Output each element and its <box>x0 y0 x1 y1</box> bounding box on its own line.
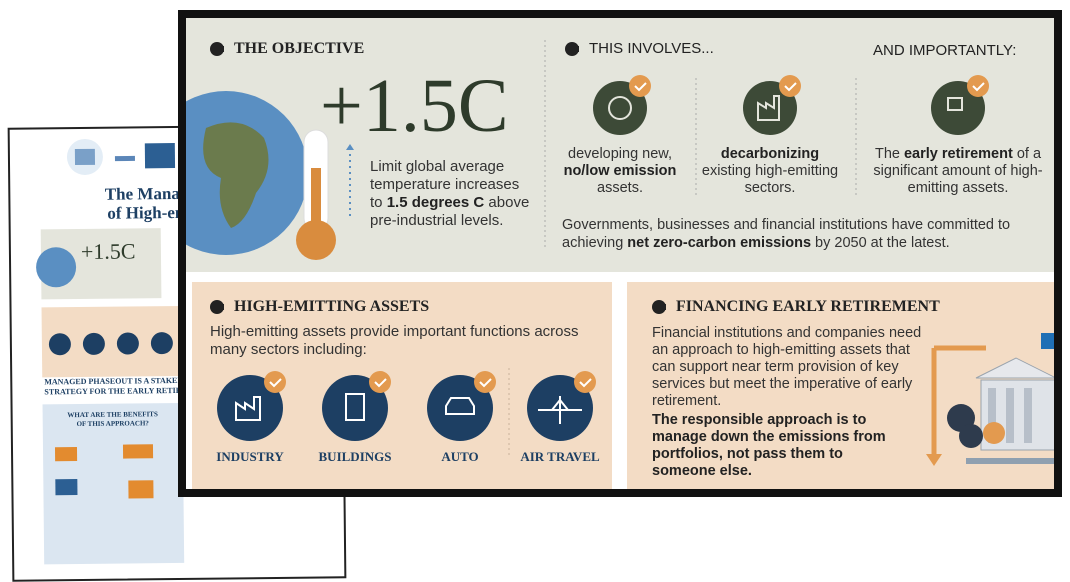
sector-label: AIR TRAVEL <box>520 449 600 464</box>
main-card: THE OBJECTIVE +1.5C Limit global average… <box>178 10 1062 497</box>
back-benefits-heading: WHAT ARE THE BENEFITS OF THIS APPROACH? <box>53 410 173 429</box>
bold-text: no/low emission <box>563 163 677 179</box>
back-banner: MANAGED PHASEOUT IS A STAKEHO STRATEGY F… <box>44 376 190 398</box>
sector-label: INDUSTRY <box>216 449 284 464</box>
high-emitting-heading: HIGH-EMITTING ASSETS <box>210 298 429 316</box>
text: The <box>874 146 904 162</box>
bold-text: net zero-carbon emissions <box>627 235 812 251</box>
involves-item: decarbonizing existing high-emitting sec… <box>700 146 840 197</box>
back-benefits-line: OF THIS APPROACH? <box>76 419 149 429</box>
heading-text: THE OBJECTIVE <box>234 40 365 57</box>
text: Governments, businesses and financial in… <box>562 217 1011 251</box>
back-stat: +1.5C <box>80 238 136 264</box>
involves-footer: Governments, businesses and financial in… <box>562 216 1050 252</box>
involves-item: The early retirement of a significant am… <box>868 146 1048 197</box>
objective-text: Limit global average temperature increas… <box>370 158 530 230</box>
involves-item: developing new, no/low emission assets. <box>545 146 695 197</box>
high-emitting-text: High-emitting assets provide important f… <box>210 323 579 358</box>
text: of a significant amount of high-emitting… <box>873 146 1043 196</box>
bold-text: early retirement <box>903 146 1013 162</box>
back-illustration <box>36 138 185 565</box>
financing-text: Financial institutions and companies nee… <box>652 325 922 409</box>
involves-heading: THIS INVOLVES... <box>565 40 714 57</box>
illustrations <box>186 40 1054 489</box>
text: Limit global average temperature increas… <box>370 158 520 211</box>
involves-icons <box>593 75 989 135</box>
text: assets. <box>597 180 643 196</box>
sector-icons <box>217 368 596 458</box>
bank-illustration <box>926 333 1054 466</box>
objective-stat: +1.5C <box>320 64 509 148</box>
text: developing new, <box>568 146 672 162</box>
text: existing high-emitting sectors. <box>701 163 839 196</box>
continent <box>203 122 269 228</box>
heading-text: FINANCING EARLY RETIREMENT <box>676 298 940 315</box>
background-page: The Manage of High-emi +1.5C MANAGED PHA… <box>7 124 347 582</box>
financing-bold-text: The responsible approach is to manage do… <box>652 412 886 479</box>
objective-heading: THE OBJECTIVE <box>210 40 364 58</box>
heading-text: THIS INVOLVES... <box>589 40 714 57</box>
bold-text: decarbonizing <box>720 146 820 162</box>
back-banner-line: STRATEGY FOR THE EARLY RETIRE <box>44 385 187 397</box>
importantly-heading: AND IMPORTANTLY: <box>873 42 1017 59</box>
text: above pre-industrial levels. <box>370 194 530 229</box>
text: by 2050 at the latest. <box>811 235 950 251</box>
financing-heading: FINANCING EARLY RETIREMENT <box>652 298 940 316</box>
sector-label: AUTO <box>441 449 479 464</box>
bold-text: 1.5 degrees C <box>386 194 485 211</box>
heading-text: HIGH-EMITTING ASSETS <box>234 298 430 315</box>
sector-label: BUILDINGS <box>318 449 392 464</box>
